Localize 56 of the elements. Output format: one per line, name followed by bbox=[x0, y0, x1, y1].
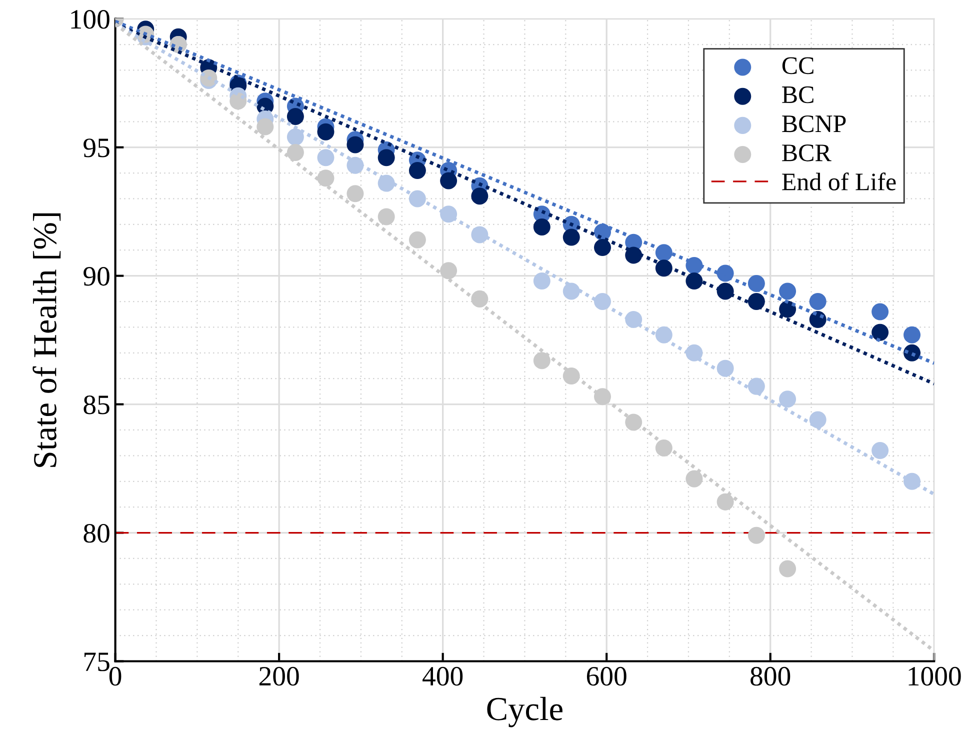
y-axis-title: State of Health [%] bbox=[32, 213, 61, 467]
point bbox=[716, 493, 734, 510]
point bbox=[779, 560, 796, 578]
point bbox=[378, 208, 395, 226]
point bbox=[346, 136, 364, 154]
x-tick-label: 600 bbox=[586, 666, 626, 686]
point bbox=[317, 149, 334, 166]
point bbox=[872, 303, 889, 320]
y-tick-label: 80 bbox=[84, 524, 110, 543]
point bbox=[779, 390, 796, 408]
point bbox=[286, 128, 304, 146]
point bbox=[904, 326, 921, 344]
x-tick-label: 200 bbox=[259, 666, 299, 686]
point bbox=[286, 144, 304, 161]
point bbox=[872, 442, 889, 460]
point bbox=[562, 282, 580, 300]
legend-label: BCR bbox=[782, 144, 832, 162]
point bbox=[533, 352, 550, 370]
y-tick-label: 100 bbox=[71, 10, 110, 29]
point bbox=[686, 470, 703, 488]
point bbox=[779, 300, 796, 318]
point bbox=[779, 282, 796, 300]
x-tick-label: 0 bbox=[109, 666, 122, 686]
point bbox=[317, 123, 334, 140]
point bbox=[533, 272, 550, 290]
point bbox=[408, 162, 426, 179]
legend-label: End of Life bbox=[782, 172, 896, 190]
point bbox=[346, 185, 364, 202]
point bbox=[471, 188, 488, 205]
point bbox=[594, 239, 612, 256]
point bbox=[809, 411, 826, 428]
point bbox=[378, 149, 395, 166]
point bbox=[872, 324, 889, 341]
point bbox=[440, 262, 458, 280]
x-tick-label: 400 bbox=[422, 666, 463, 686]
point bbox=[809, 293, 826, 310]
point bbox=[748, 378, 765, 395]
legend-label: BCNP bbox=[782, 115, 846, 132]
point bbox=[256, 118, 274, 136]
y-tick-label: 75 bbox=[84, 652, 110, 672]
x-tick-label: 1000 bbox=[908, 666, 961, 686]
point bbox=[533, 218, 550, 236]
point bbox=[286, 108, 304, 125]
x-axis-title: Cycle bbox=[487, 696, 562, 728]
point bbox=[562, 228, 580, 246]
y-tick-label: 90 bbox=[84, 266, 110, 286]
point bbox=[748, 526, 765, 544]
x-tick-label: 800 bbox=[750, 666, 790, 686]
point bbox=[230, 92, 247, 110]
point bbox=[440, 172, 458, 190]
point bbox=[317, 170, 334, 187]
legend-label: BC bbox=[782, 86, 814, 104]
y-tick-label: 95 bbox=[84, 138, 110, 158]
legend-label: CC bbox=[782, 57, 814, 74]
point bbox=[408, 231, 426, 248]
y-tick-label: 85 bbox=[84, 395, 110, 414]
